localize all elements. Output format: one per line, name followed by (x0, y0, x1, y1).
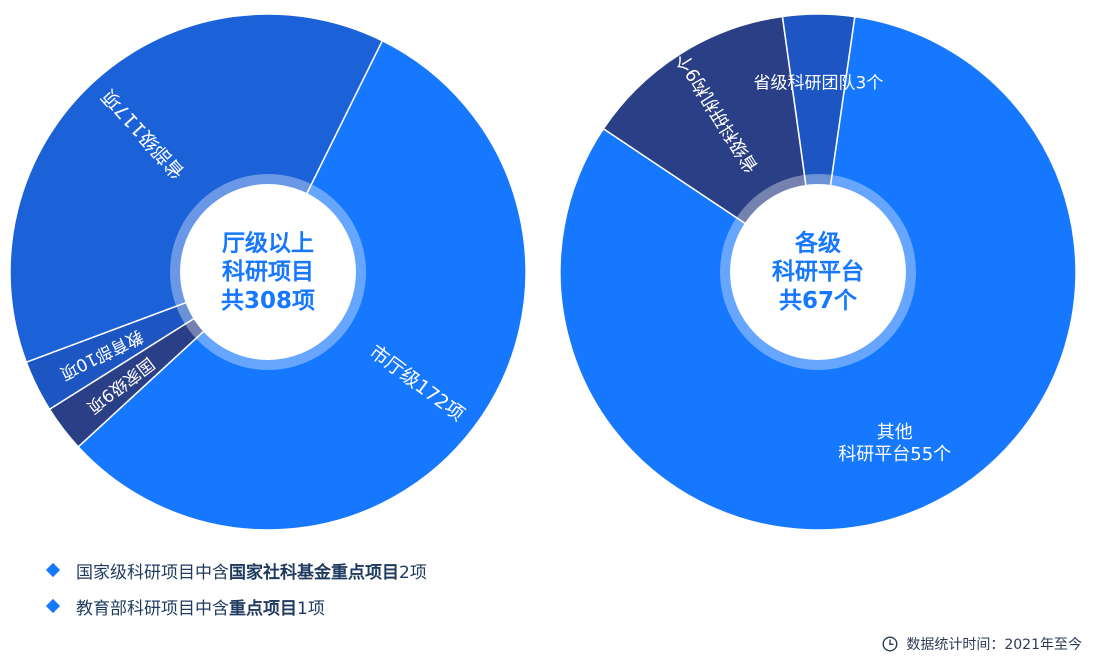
note-prefix: 教育部科研项目中含 (76, 598, 229, 619)
pie-slice (9, 13, 384, 364)
note-prefix: 国家级科研项目中含 (76, 562, 229, 583)
note-suffix: 1项 (297, 598, 325, 619)
center-hole (730, 184, 906, 360)
diamond-bullet-icon (45, 598, 61, 614)
slice-label: 其他科研平台55个 (838, 422, 951, 465)
note-bold: 国家社科基金重点项目 (229, 562, 399, 583)
footer-text: 数据统计时间：2021年至今 (906, 637, 1082, 653)
footer-timestamp: 数据统计时间：2021年至今 (882, 634, 1082, 654)
diamond-bullet-icon (45, 562, 61, 578)
notes-list: 国家级科研项目中含 国家社科基金重点项目 2项 教育部科研项目中含 重点项目 1项 (45, 552, 427, 624)
clock-icon (882, 636, 898, 652)
note-item: 教育部科研项目中含 重点项目 1项 (45, 588, 427, 624)
pie-slice (781, 13, 856, 273)
note-item: 国家级科研项目中含 国家社科基金重点项目 2项 (45, 552, 427, 588)
center-hole (180, 184, 356, 360)
note-suffix: 2项 (399, 562, 427, 583)
slice-label: 省级科研团队3个 (754, 74, 884, 94)
center-label: 厅级以上科研项目共308项 (221, 229, 315, 314)
center-label: 各级科研平台共67个 (772, 229, 864, 314)
note-bold: 重点项目 (229, 598, 297, 619)
